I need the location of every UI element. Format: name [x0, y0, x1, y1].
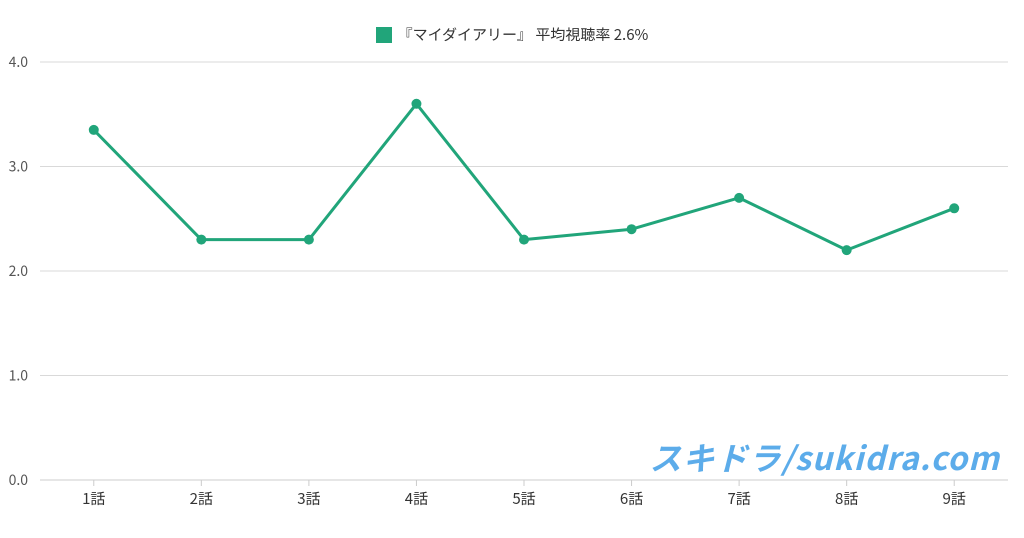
y-tick-label: 4.0: [9, 52, 29, 72]
data-point: [411, 99, 421, 109]
chart-legend: 『マイダイアリー』 平均視聴率 2.6%: [0, 24, 1024, 45]
x-tick-label: 2話: [190, 488, 213, 509]
x-tick-label: 8話: [835, 488, 858, 509]
data-point: [519, 235, 529, 245]
data-point: [627, 224, 637, 234]
legend-label: 『マイダイアリー』 平均視聴率 2.6%: [398, 24, 649, 45]
x-tick-label: 7話: [727, 488, 750, 509]
y-tick-label: 0.0: [9, 470, 29, 490]
x-tick-label: 4話: [405, 488, 428, 509]
legend-swatch: [376, 27, 392, 43]
data-point: [89, 125, 99, 135]
chart-container: 『マイダイアリー』 平均視聴率 2.6% 0.0 1.0 2.0 3.0 4.0 1話 2話…: [0, 0, 1024, 538]
data-point: [949, 203, 959, 213]
data-point: [304, 235, 314, 245]
data-point: [196, 235, 206, 245]
x-tick-label: 3話: [297, 488, 320, 509]
x-tick-label: 9話: [943, 488, 966, 509]
y-tick-label: 3.0: [9, 157, 29, 177]
data-point: [842, 245, 852, 255]
x-tick-label: 6話: [620, 488, 643, 509]
y-tick-label: 2.0: [9, 261, 29, 281]
data-point: [734, 193, 744, 203]
y-tick-label: 1.0: [9, 366, 29, 386]
line-chart: 0.0 1.0 2.0 3.0 4.0 1話 2話 3話 4話 5話 6話 7話 8話 9話 スキドラ/su…: [0, 0, 1024, 538]
x-tick-label: 5話: [512, 488, 535, 509]
x-tick-label: 1話: [82, 488, 105, 509]
watermark: スキドラ/sukidra.com: [650, 434, 1002, 480]
